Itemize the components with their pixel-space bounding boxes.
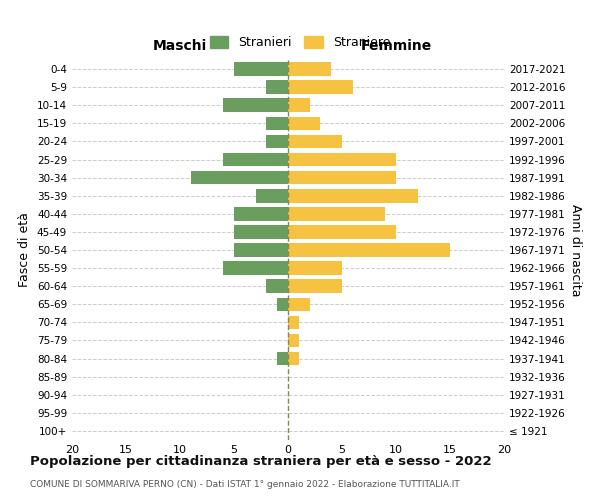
Bar: [288, 62, 331, 76]
Bar: [288, 334, 299, 347]
Bar: [288, 189, 418, 202]
Bar: [288, 98, 310, 112]
Bar: [223, 262, 288, 275]
Bar: [191, 171, 288, 184]
Y-axis label: Fasce di età: Fasce di età: [19, 212, 31, 288]
Bar: [223, 152, 288, 166]
Text: COMUNE DI SOMMARIVA PERNO (CN) - Dati ISTAT 1° gennaio 2022 - Elaborazione TUTTI: COMUNE DI SOMMARIVA PERNO (CN) - Dati IS…: [30, 480, 460, 489]
Bar: [256, 189, 288, 202]
Bar: [266, 116, 288, 130]
Bar: [288, 171, 396, 184]
Bar: [234, 207, 288, 220]
Bar: [277, 298, 288, 311]
Bar: [266, 134, 288, 148]
Text: Popolazione per cittadinanza straniera per età e sesso - 2022: Popolazione per cittadinanza straniera p…: [30, 455, 491, 468]
Legend: Stranieri, Straniere: Stranieri, Straniere: [205, 31, 395, 54]
Bar: [266, 80, 288, 94]
Bar: [234, 243, 288, 257]
Bar: [288, 134, 342, 148]
Bar: [266, 280, 288, 293]
Bar: [288, 152, 396, 166]
Bar: [288, 225, 396, 238]
Bar: [288, 280, 342, 293]
Bar: [277, 352, 288, 366]
Bar: [288, 352, 299, 366]
Text: Maschi: Maschi: [153, 39, 207, 53]
Bar: [288, 298, 310, 311]
Bar: [288, 80, 353, 94]
Text: Femmine: Femmine: [361, 39, 431, 53]
Bar: [288, 262, 342, 275]
Bar: [288, 316, 299, 329]
Bar: [234, 225, 288, 238]
Bar: [288, 243, 450, 257]
Bar: [288, 207, 385, 220]
Y-axis label: Anni di nascita: Anni di nascita: [569, 204, 582, 296]
Bar: [288, 116, 320, 130]
Bar: [234, 62, 288, 76]
Bar: [223, 98, 288, 112]
